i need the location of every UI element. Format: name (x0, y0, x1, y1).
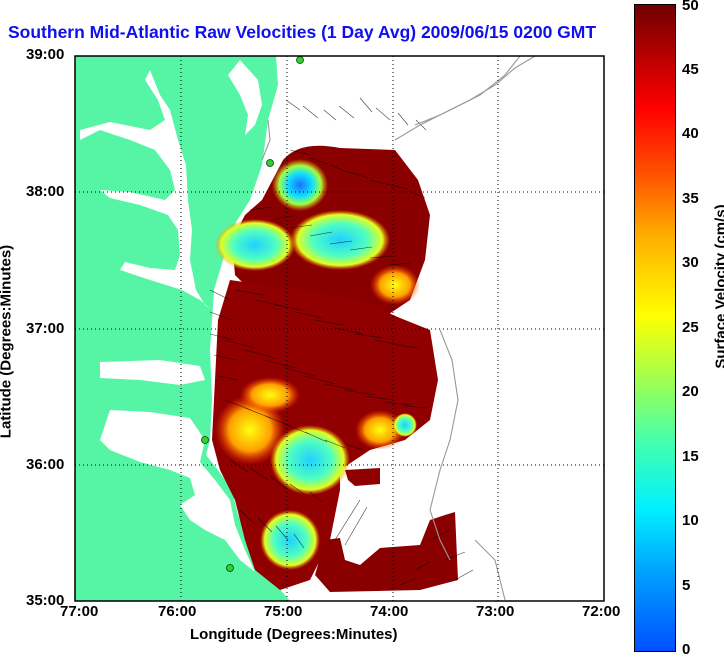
y-axis-label: Latitude (Degrees:Minutes) (0, 244, 15, 439)
colorbar-tick: 50 (682, 0, 699, 14)
x-axis-label: Longitude (Degrees:Minutes) (190, 626, 398, 643)
colorbar-tick: 20 (682, 383, 699, 400)
velocity-field (212, 145, 458, 592)
colorbar (634, 4, 676, 652)
colorbar-tick: 0 (682, 641, 691, 658)
colorbar-tick: 10 (682, 512, 699, 529)
colorbar-tick: 25 (682, 319, 699, 336)
plot-frame (74, 55, 605, 602)
chesapeake-bay (80, 70, 212, 310)
x-tick: 75:00 (264, 603, 303, 620)
colorbar-label: Surface Velocity (cm/s) (712, 204, 724, 369)
grid-lines (75, 56, 604, 601)
y-tick: 36:00 (26, 456, 65, 473)
colorbar-tick: 40 (682, 125, 699, 142)
velocity-arrows (209, 97, 474, 586)
colorbar-tick: 35 (682, 190, 699, 207)
albemarle-sound (100, 360, 205, 385)
y-tick: 37:00 (26, 320, 65, 337)
y-tick: 35:00 (26, 592, 65, 609)
map-title: Southern Mid-Atlantic Raw Velocities (1 … (8, 22, 597, 42)
x-tick: 74:00 (370, 603, 409, 620)
y-tick: 39:00 (26, 46, 65, 63)
bathymetry-contours (261, 56, 536, 601)
x-tick: 73:00 (476, 603, 515, 620)
delaware-bay (228, 60, 262, 135)
colorbar-tick: 30 (682, 254, 699, 271)
colorbar-tick: 45 (682, 61, 699, 78)
x-tick: 76:00 (158, 603, 197, 620)
x-tick: 72:00 (582, 603, 621, 620)
y-tick: 38:00 (26, 183, 65, 200)
x-tick: 77:00 (60, 603, 99, 620)
pamlico-sound (100, 410, 255, 572)
colorbar-tick: 5 (682, 577, 691, 594)
colorbar-tick: 15 (682, 448, 699, 465)
